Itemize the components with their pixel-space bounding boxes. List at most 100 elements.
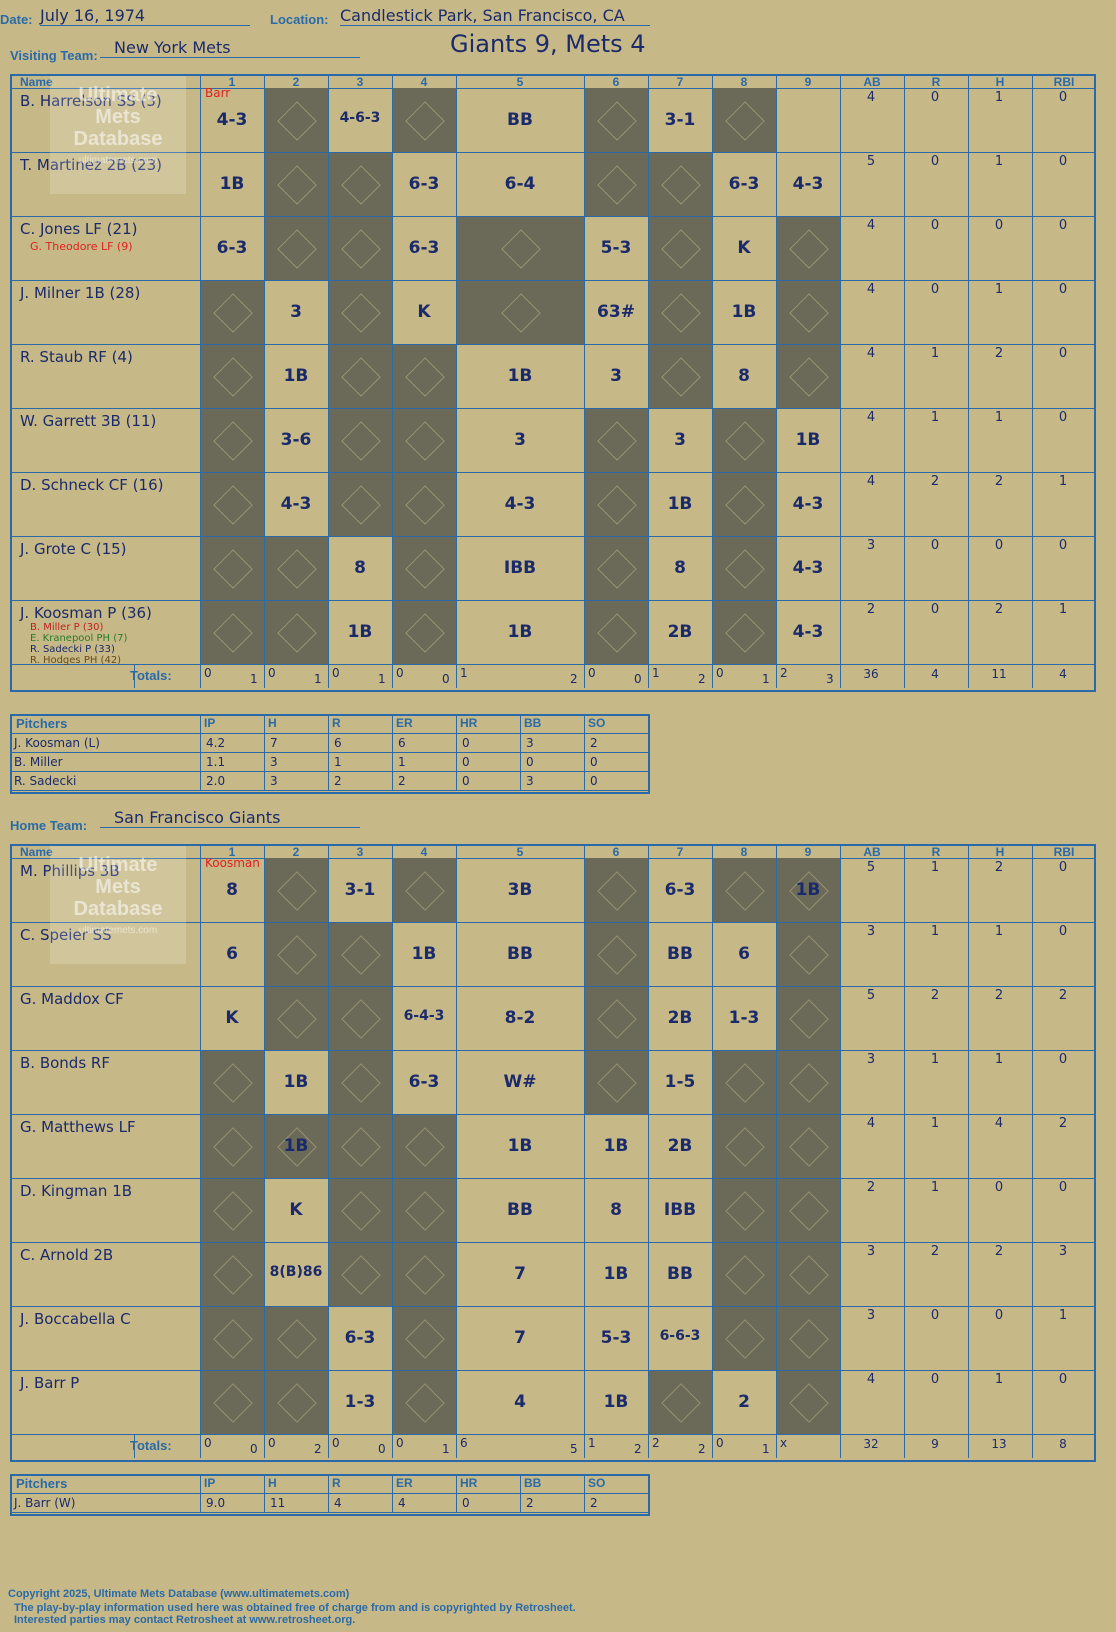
play-result: 3-1 [664,110,696,130]
home-col-header: Name [20,845,53,859]
stat-h: 2 [994,860,1004,875]
stat-r: 0 [930,1372,940,1387]
pitcher-stat-hr: 0 [462,774,470,788]
pitcher-name: J. Barr (W) [14,1496,76,1510]
inning-shade [776,986,840,1050]
pitcher-col-header: BB [524,716,542,730]
inning-shade [264,1114,328,1178]
play-result: 4-3 [280,494,312,514]
stat-h: 1 [994,924,1004,939]
pitcher-name: R. Sadecki [14,774,77,788]
pitcher-stat-hr: 0 [462,736,470,750]
inning-shade [712,1178,776,1242]
player-name: G. Matthews LF [20,1118,136,1136]
inning-hits: 2 [570,672,578,686]
player-name: J. Koosman P (36) [20,604,152,622]
stat-h: 1 [994,90,1004,105]
inning-runs: 0 [396,1436,404,1450]
pitcher-stat-so: 2 [590,736,598,750]
footer-contact: Interested parties may contact Retroshee… [14,1614,356,1626]
play-result: 2 [738,1392,750,1412]
inning-shade [200,344,264,408]
home-col-header: 1 [228,845,236,859]
stat-rbi: 0 [1058,410,1068,425]
play-result: K [289,1200,303,1220]
play-result: 6-6-3 [659,1328,701,1344]
stat-ab: 4 [866,1116,876,1131]
inning-shade [328,1178,392,1242]
pitcher-col-header: SO [588,716,606,730]
pitcher-stat-ip: 1.1 [206,755,226,769]
inning-shade [584,408,648,472]
stat-ab: 3 [866,1052,876,1067]
location-label: Location: [270,12,329,27]
play-result: 1B [731,302,757,322]
totals-label: Totals: [130,1438,172,1453]
play-result: 1-3 [344,1392,376,1412]
play-result: 5-3 [600,1328,632,1348]
play-result: 4-3 [792,622,824,642]
inning-shade [392,1370,456,1434]
pitcher-stat-er: 6 [398,736,406,750]
inning-shade [392,344,456,408]
total-rbi: 4 [1059,667,1067,681]
pitcher-stat-er: 1 [398,755,406,769]
home-col-header: R [931,845,941,859]
visitors-col-header: 3 [356,75,364,89]
inning-shade [456,216,584,280]
inning-shade [328,408,392,472]
inning-shade [392,536,456,600]
visitors-col-header: RBI [1053,75,1075,89]
pitcher-stat-ip: 2.0 [206,774,226,788]
play-result: 1B [219,174,245,194]
inning-shade [264,922,328,986]
pitcher-stat-bb: 2 [526,1496,534,1510]
stat-ab: 3 [866,1244,876,1259]
play-result: 1B [603,1392,629,1412]
inning-shade [392,1114,456,1178]
home-col-header: 5 [516,845,524,859]
inning-hits: 0 [442,672,450,686]
inning-shade [200,536,264,600]
visitors-col-header: 5 [516,75,524,89]
play-result: 1B [411,944,437,964]
inning-shade [392,408,456,472]
play-result: 6-3 [408,1072,440,1092]
inning-shade [648,152,712,216]
play-result: 1B [603,1264,629,1284]
game-result: Giants 9, Mets 4 [450,30,646,58]
inning-shade [328,152,392,216]
inning-shade [776,1370,840,1434]
inning-shade [264,152,328,216]
play-result: BB [507,110,533,130]
inning-shade [392,858,456,922]
pitcher-stat-r: 6 [334,736,342,750]
stat-ab: 5 [866,860,876,875]
play-result: 6-3 [664,880,696,900]
play-result: BB [667,1264,693,1284]
player-name: G. Maddox CF [20,990,124,1008]
play-result: 2B [667,622,693,642]
pitchers-grid [10,714,650,794]
stat-rbi: 0 [1058,1372,1068,1387]
pitchers-grid [10,1474,650,1516]
total-ab: 36 [863,667,879,681]
play-result: 4 [514,1392,526,1412]
player-name: J. Milner 1B (28) [20,284,141,302]
stat-r: 2 [930,474,940,489]
stat-ab: 2 [866,602,876,617]
inning-runs: 1 [652,666,660,680]
inning-shade [648,344,712,408]
stat-ab: 4 [866,346,876,361]
inning-shade [712,1050,776,1114]
inning-shade [328,344,392,408]
player-name: B. Harrelson SS (3) [20,92,162,110]
inning-hits: 2 [314,1442,322,1456]
play-result: 8(B)86 [269,1264,323,1280]
visitors-col-header: 4 [420,75,428,89]
inning-shade [712,88,776,152]
visitors-col-header: 7 [676,75,684,89]
inning-shade [264,1370,328,1434]
play-result: 3 [674,430,686,450]
home-team-label: Home Team: [10,818,88,833]
